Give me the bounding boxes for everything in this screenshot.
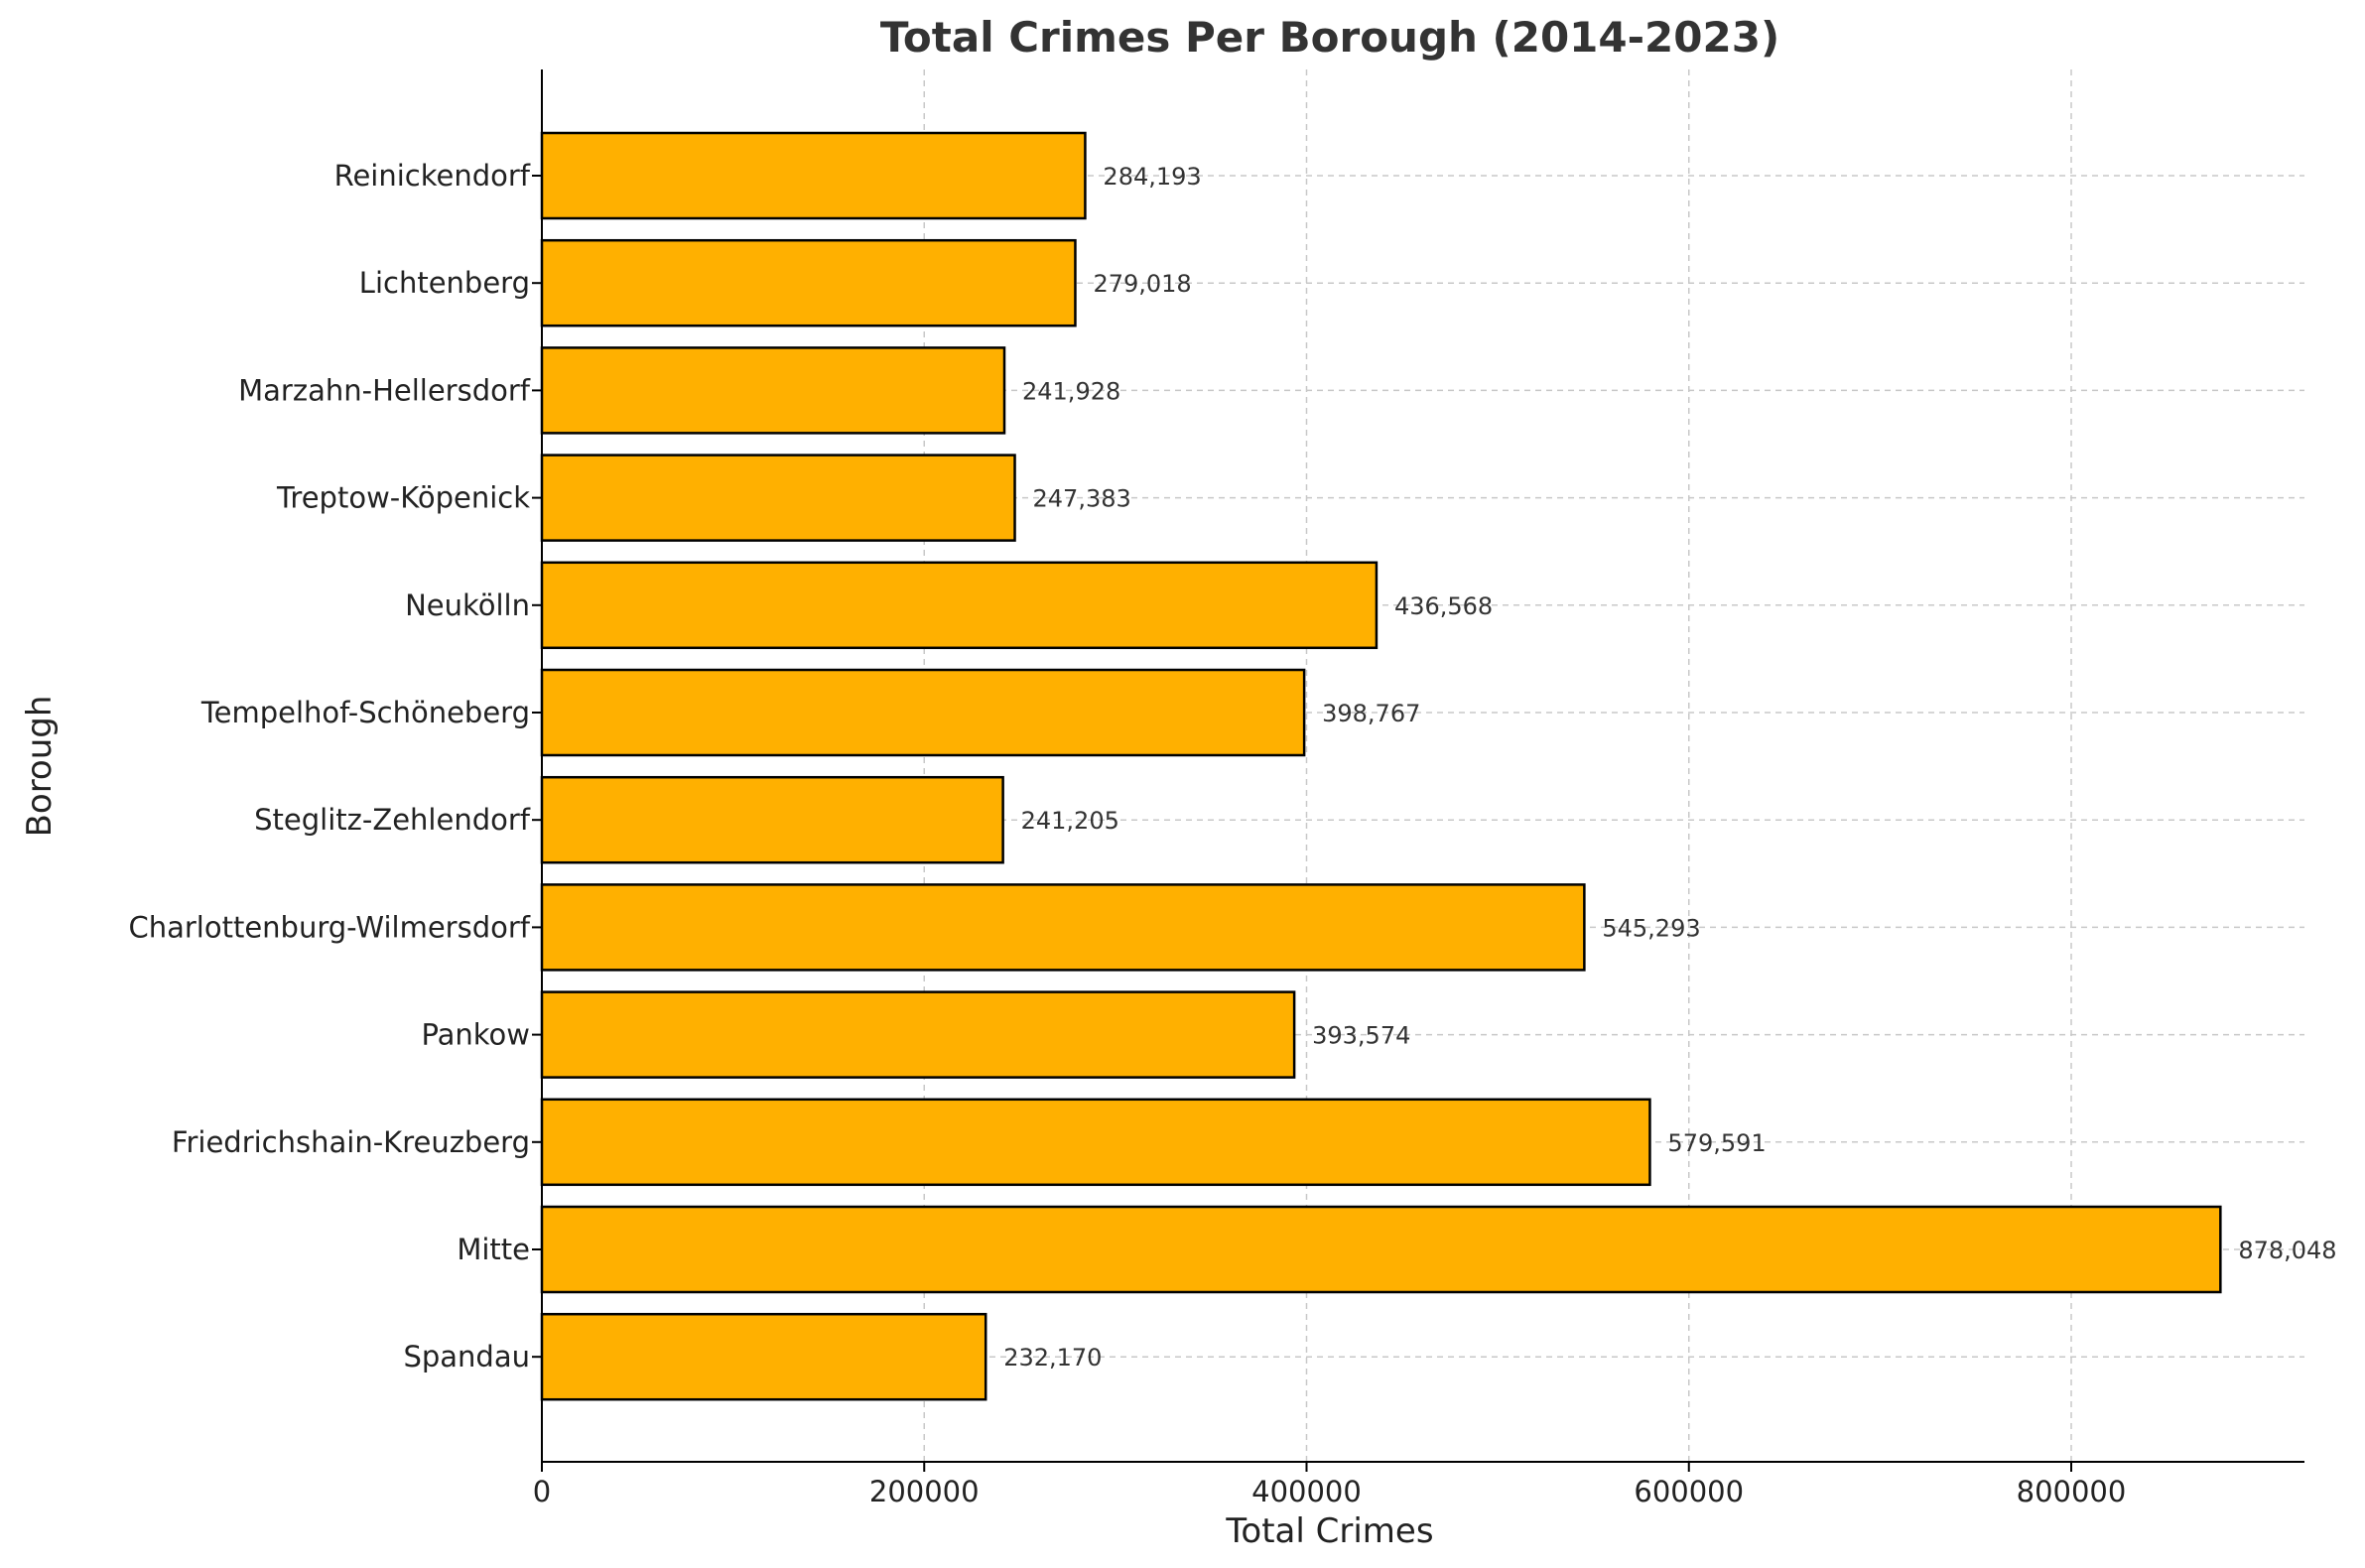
y-tick-label: Marzahn-Hellersdorf (238, 373, 531, 407)
x-tick-label: 0 (533, 1475, 551, 1508)
axes (541, 69, 2304, 1463)
bar-steglitz-zehlendorf (540, 775, 1004, 864)
bars (540, 131, 2222, 1401)
bar-tempelhof-sch-neberg (540, 668, 1306, 757)
data-label: 247,383 (1033, 485, 1131, 513)
data-label: 241,928 (1022, 377, 1120, 405)
bar-charlottenburg-wilmersdorf (540, 883, 1586, 972)
bar-reinickendorf (540, 131, 1087, 220)
bar-pankow (540, 990, 1296, 1079)
bar-mitte (540, 1205, 2222, 1294)
y-tick-label: Mitte (457, 1233, 530, 1266)
x-tick-label: 200000 (869, 1475, 980, 1508)
bar-marzahn-hellersdorf (540, 346, 1006, 435)
y-tick-label: Steglitz-Zehlendorf (254, 803, 531, 837)
y-tick-label: Tempelhof-Schöneberg (200, 696, 530, 729)
data-label: 878,048 (2238, 1237, 2336, 1264)
y-axis-label: Borough (20, 696, 60, 838)
x-tick-label: 400000 (1251, 1475, 1362, 1508)
data-label: 279,018 (1093, 270, 1191, 298)
y-tick-label: Reinickendorf (334, 159, 531, 193)
data-labels: 232,170 878,048 579,591 393,574 545,293 241,2… (1003, 163, 2336, 1372)
y-tick-label: Pankow (421, 1018, 530, 1052)
bar-spandau (540, 1312, 987, 1401)
tick-labels: Spandau Mitte Friedrichshain-Kreuzberg Pank… (128, 159, 2126, 1508)
bar-treptow-k-penick (540, 454, 1016, 542)
y-tick-label: Neukölln (405, 588, 530, 622)
data-label: 232,170 (1003, 1344, 1102, 1372)
data-label: 241,205 (1021, 807, 1119, 835)
chart-title: Total Crimes Per Borough (2014-2023) (880, 13, 1779, 62)
data-label: 398,767 (1322, 700, 1420, 727)
y-tick-label: Treptow-Köpenick (276, 481, 530, 515)
bar-lichtenberg (540, 238, 1077, 327)
bar-neuk-lln (540, 561, 1379, 650)
y-tick-label: Spandau (403, 1340, 530, 1373)
data-label: 393,574 (1312, 1022, 1410, 1050)
y-tick-label: Friedrichshain-Kreuzberg (172, 1125, 530, 1159)
data-label: 284,193 (1103, 163, 1201, 191)
data-label: 436,568 (1394, 592, 1493, 620)
bar-friedrichshain-kreuzberg (540, 1098, 1651, 1187)
x-tick-label: 600000 (1634, 1475, 1744, 1508)
x-axis-label: Total Crimes (1225, 1511, 1433, 1551)
y-tick-label: Lichtenberg (359, 266, 530, 300)
y-tick-label: Charlottenburg-Wilmersdorf (128, 910, 530, 944)
data-label: 545,293 (1602, 914, 1700, 942)
data-label: 579,591 (1667, 1129, 1766, 1157)
x-tick-label: 800000 (2017, 1475, 2127, 1508)
